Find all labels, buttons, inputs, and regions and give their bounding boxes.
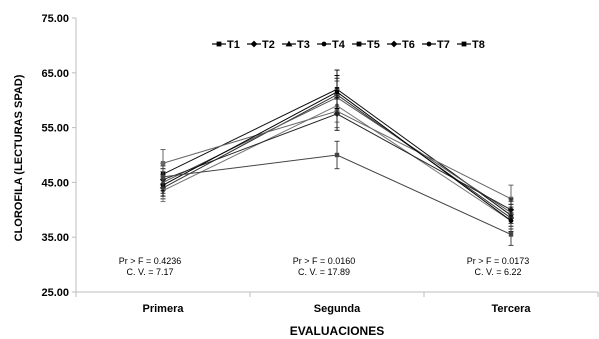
y-tick-label: 25.00: [41, 287, 69, 299]
data-point: [333, 110, 341, 118]
legend-item-T4: T4: [317, 39, 346, 51]
legend-item-T1: T1: [212, 39, 240, 51]
y-tick-label: 45.00: [41, 177, 69, 189]
series-group: [159, 69, 515, 246]
annotation-text: Pr > F = 0.4236: [119, 256, 182, 266]
annotation-text: Pr > F = 0.0160: [293, 256, 356, 266]
annotation-text: C. V. = 7.17: [127, 267, 174, 277]
legend-label: T2: [262, 39, 275, 51]
series-T7: [160, 75, 514, 233]
legend-label: T7: [437, 39, 450, 51]
y-tick-label: 35.00: [41, 232, 69, 244]
data-point: [334, 89, 340, 95]
annotation-text: Pr > F = 0.0173: [467, 256, 530, 266]
y-tick-label: 55.00: [41, 123, 69, 135]
legend-item-T2: T2: [247, 39, 275, 51]
legend: T1 T2 T3 T4 T5 T6 T7 T8: [212, 39, 485, 51]
legend-item-T8: T8: [457, 39, 485, 51]
legend-marker: [321, 41, 327, 47]
series-T8: [160, 140, 514, 246]
legend-label: T1: [227, 39, 240, 51]
legend-marker: [285, 40, 293, 47]
legend-item-T7: T7: [422, 39, 450, 51]
annotation-text: C. V. = 6.22: [475, 267, 522, 277]
legend-item-T5: T5: [352, 39, 380, 51]
x-tick-label: Tercera: [492, 303, 532, 315]
legend-item-T6: T6: [387, 39, 415, 51]
legend-label: T3: [297, 39, 310, 51]
legend-marker: [390, 40, 398, 48]
data-point: [160, 161, 166, 166]
data-point: [508, 218, 514, 223]
data-point: [508, 232, 514, 237]
legend-item-T3: T3: [282, 39, 310, 51]
axes: 25.00 35.00 45.00 55.00 65.00 75.00 Primera Seg…: [41, 13, 599, 315]
legend-label: T8: [472, 39, 485, 51]
data-point: [334, 152, 340, 158]
annotation-text: C. V. = 17.89: [298, 267, 350, 277]
y-axis-title: CLOROFILA (LECTURAS SPAD): [13, 74, 25, 241]
data-point: [160, 174, 166, 180]
legend-label: T4: [332, 39, 346, 51]
x-axis-title: EVALUACIONES: [290, 324, 384, 338]
y-tick-label: 65.00: [41, 68, 69, 80]
legend-label: T5: [367, 39, 380, 51]
x-tick-label: Segunda: [314, 303, 361, 315]
x-tick-label: Primera: [143, 303, 185, 315]
legend-marker: [250, 40, 258, 48]
y-tick-label: 75.00: [41, 13, 69, 25]
legend-marker: [461, 41, 467, 47]
legend-marker: [356, 41, 362, 47]
legend-marker: [216, 41, 222, 47]
legend-marker: [426, 41, 432, 47]
legend-label: T6: [402, 39, 415, 51]
